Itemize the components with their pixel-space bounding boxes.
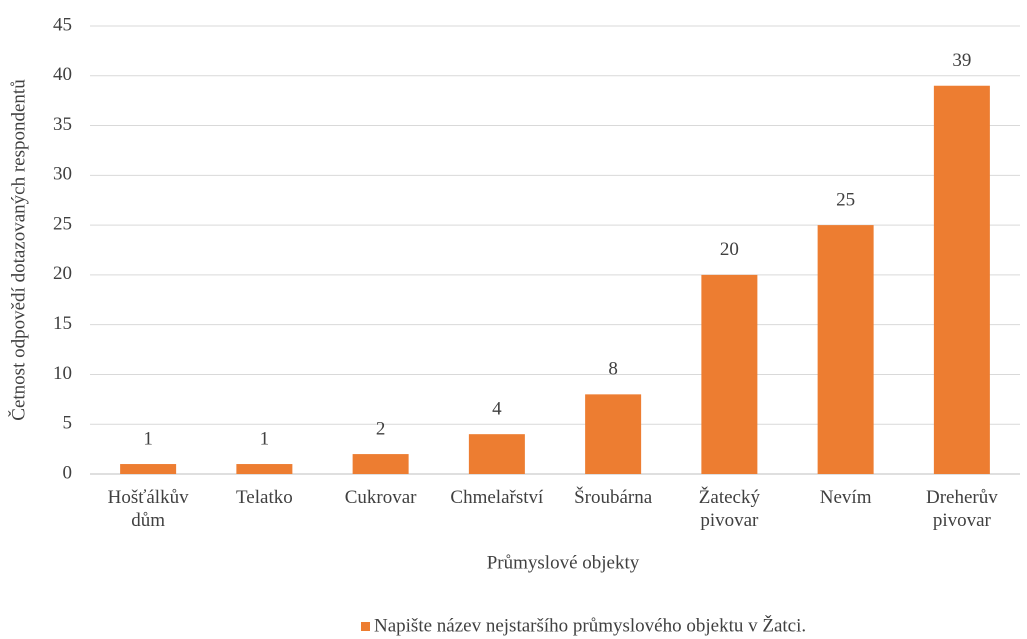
y-tick-label: 35 xyxy=(53,114,72,135)
bar xyxy=(120,464,177,474)
x-tick-label: Nevím xyxy=(819,487,872,508)
y-tick-label: 5 xyxy=(63,413,73,434)
data-label: 1 xyxy=(143,428,153,449)
x-axis-label: Průmyslové objekty xyxy=(487,552,640,573)
legend-label: Napište název nejstaršího průmyslového o… xyxy=(374,614,806,636)
data-label: 4 xyxy=(492,399,502,420)
data-label: 2 xyxy=(376,418,386,439)
x-tick-label: Šroubárna xyxy=(574,487,653,508)
x-tick-label: Cukrovar xyxy=(344,487,417,508)
x-tick-label: Hošťálkův dům xyxy=(107,487,189,531)
y-tick-label: 25 xyxy=(53,213,72,234)
legend-swatch xyxy=(361,622,370,631)
y-tick-label: 0 xyxy=(63,462,73,483)
bar xyxy=(817,225,874,474)
y-tick-label: 20 xyxy=(53,263,72,284)
data-label: 1 xyxy=(260,428,270,449)
y-axis-label: Četnost odpovědí dotazovaných respondent… xyxy=(7,79,29,421)
x-tick-label: Chmelařství xyxy=(450,487,544,508)
x-tick-label: Dreherův pivovar xyxy=(926,487,998,531)
data-label: 39 xyxy=(952,50,971,71)
y-tick-label: 15 xyxy=(53,313,72,334)
y-tick-label: 45 xyxy=(53,14,72,35)
x-tick-label: Žatecký pivovar xyxy=(698,487,760,531)
y-tick-label: 30 xyxy=(53,164,72,185)
data-label: 25 xyxy=(836,189,855,210)
bar xyxy=(236,464,293,474)
bar xyxy=(585,394,642,474)
x-tick-label: Telatko xyxy=(236,487,293,508)
y-tick-label: 40 xyxy=(53,64,72,85)
y-tick-label: 10 xyxy=(53,363,72,384)
bar xyxy=(468,434,525,474)
bar xyxy=(933,85,990,474)
bar xyxy=(352,454,409,474)
data-label: 20 xyxy=(720,239,739,260)
bar xyxy=(701,274,758,474)
data-label: 8 xyxy=(608,359,618,380)
